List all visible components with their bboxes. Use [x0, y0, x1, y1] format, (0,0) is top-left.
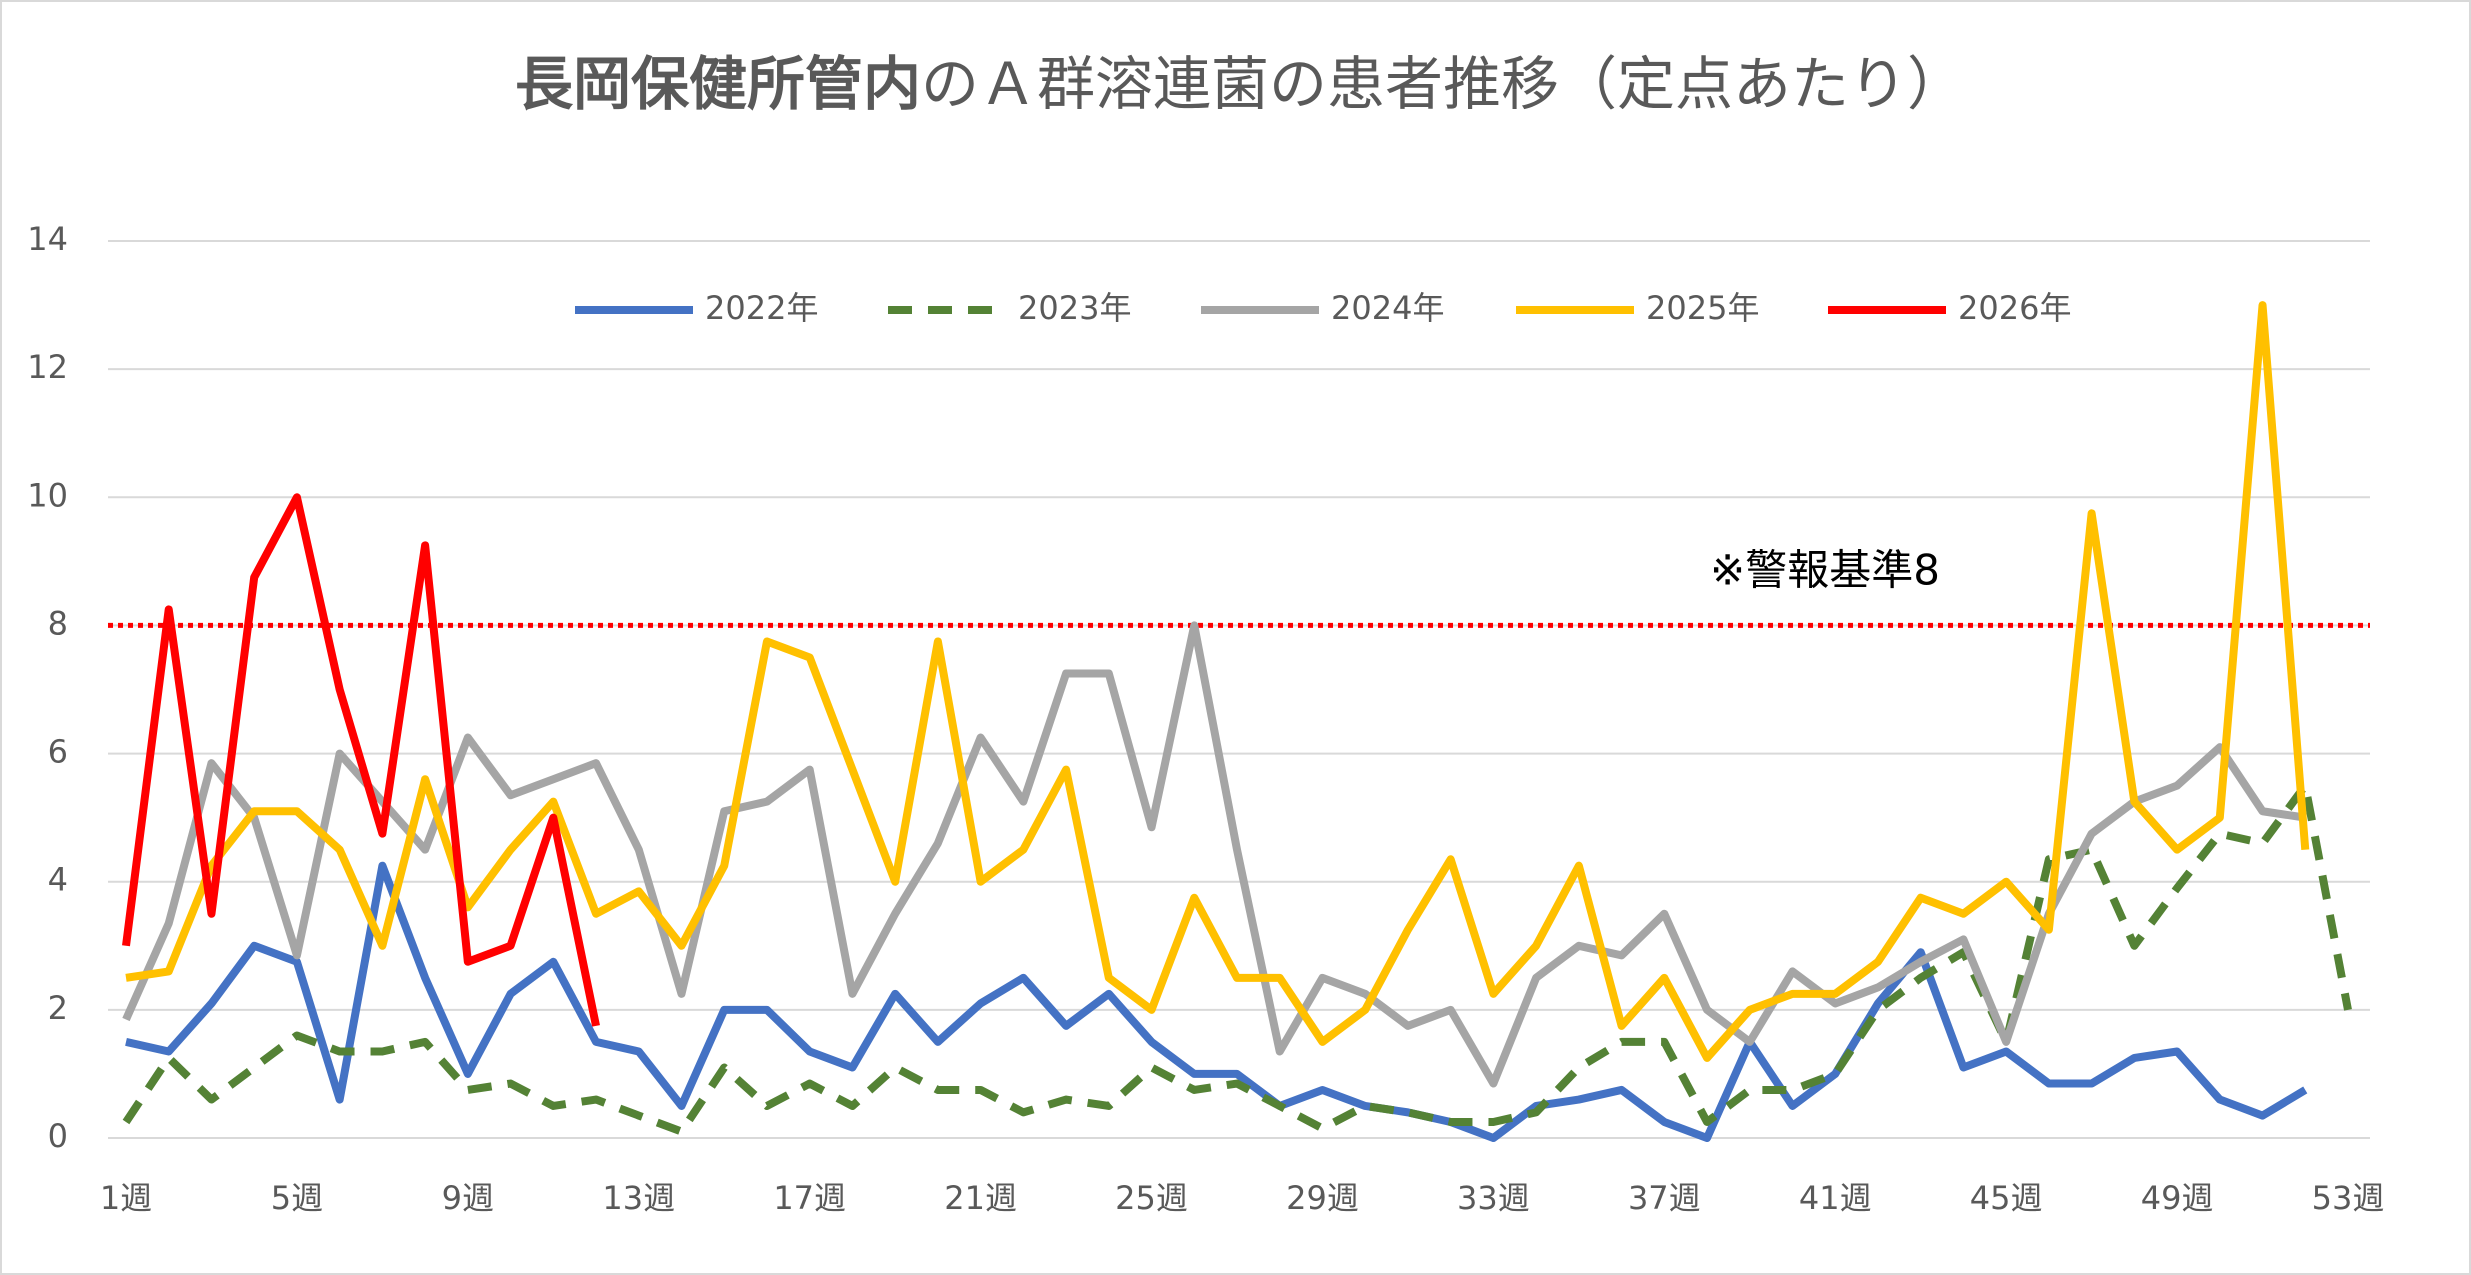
x-tick-label: 9週 — [442, 1179, 494, 1217]
series-line — [125, 861, 2308, 1142]
series-line — [122, 493, 600, 1027]
legend-label: 2025年 — [1646, 289, 1759, 327]
title-bold: 長岡保健所管内 — [515, 50, 921, 118]
title-rest: のＡ群溶連菌の患者推移（定点あたり） — [921, 50, 1965, 118]
y-tick-label: 12 — [27, 348, 68, 386]
y-tick-label: 6 — [48, 733, 68, 771]
x-tick-label: 33週 — [1457, 1179, 1530, 1217]
series-line — [125, 301, 2310, 1062]
x-tick-label: 25週 — [1115, 1179, 1188, 1217]
legend-label: 2022年 — [705, 289, 818, 327]
x-tick-label: 1週 — [100, 1179, 152, 1217]
x-tick-label: 45週 — [1970, 1179, 2043, 1217]
chart-title: 長岡保健所管内のＡ群溶連菌の患者推移（定点あたり） — [515, 50, 1965, 118]
legend-label: 2024年 — [1331, 289, 1444, 327]
series-line — [122, 621, 2306, 1088]
x-tick-label: 29週 — [1286, 1179, 1359, 1217]
y-tick-label: 8 — [48, 604, 68, 642]
x-tick-label: 21週 — [944, 1179, 1017, 1217]
x-tick-label: 17週 — [773, 1179, 846, 1217]
legend-label: 2026年 — [1958, 289, 2071, 327]
y-tick-label: 4 — [48, 861, 68, 899]
x-tick-label: 41週 — [1799, 1179, 1872, 1217]
legend-label: 2023年 — [1018, 289, 1131, 327]
y-tick-label: 10 — [27, 476, 68, 514]
x-tick-label: 53週 — [2312, 1179, 2385, 1217]
x-tick-label: 49週 — [2141, 1179, 2214, 1217]
y-tick-label: 0 — [48, 1117, 68, 1155]
x-tick-label: 13週 — [602, 1179, 675, 1217]
y-tick-label: 14 — [27, 220, 68, 258]
reference-label: ※警報基準8 — [1710, 546, 1940, 595]
x-tick-label: 37週 — [1628, 1179, 1701, 1217]
y-tick-label: 2 — [48, 989, 68, 1027]
x-tick-label: 5週 — [271, 1179, 323, 1217]
